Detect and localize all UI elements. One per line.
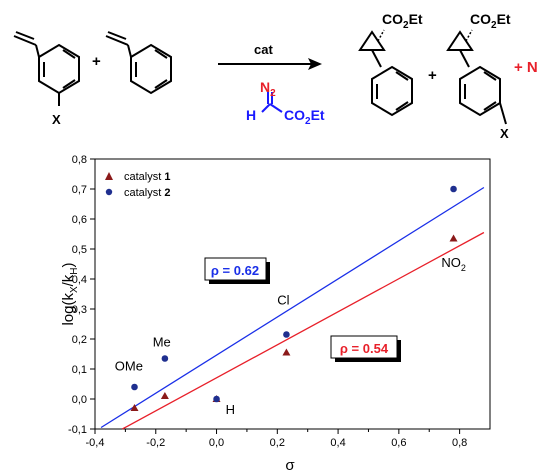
x-tick-label: -0,2 bbox=[146, 437, 165, 449]
y-tick-label: 0,4 bbox=[72, 274, 87, 286]
y-tick-label: 0,7 bbox=[72, 184, 87, 196]
y-axis: -0,1 0,0 0,1 0,2 0,3 0,4 0,5 0,6 0,7 0,8 bbox=[68, 154, 95, 436]
point-catalyst-1 bbox=[130, 404, 139, 411]
co2et-diazo-label: CO2Et bbox=[284, 107, 325, 127]
rho-box-catalyst-1: ρ = 0.54 bbox=[330, 335, 401, 362]
y-tick-label: 0,0 bbox=[72, 394, 87, 406]
annotation-no: NO2 bbox=[441, 255, 466, 273]
reactant-substituted-styrene bbox=[13, 31, 80, 106]
point-catalyst-2 bbox=[450, 185, 457, 193]
point-catalyst-1 bbox=[282, 348, 291, 356]
scheme-labels: X + cat N2 H CO2Et CO2Et + CO2Et X + N bbox=[52, 11, 538, 141]
product-substituted-cyclopropane bbox=[446, 29, 507, 125]
x-tick-label: 0,2 bbox=[270, 437, 285, 449]
plus-sign-1: + bbox=[92, 53, 101, 70]
trailing-n2: + N bbox=[514, 59, 538, 76]
annotation-me: Me bbox=[153, 335, 171, 350]
y-tick-label: 0,2 bbox=[72, 334, 87, 346]
annotation-h: H bbox=[226, 402, 235, 417]
y-tick-label: 0,5 bbox=[72, 244, 87, 256]
y-tick-label: 0,1 bbox=[72, 364, 87, 376]
annotation-ome: OMe bbox=[115, 359, 143, 374]
x-tick-label: -0,4 bbox=[86, 437, 105, 449]
product-2-ester-label: CO2Et bbox=[470, 11, 511, 31]
h-label: H bbox=[246, 107, 256, 123]
legend: catalyst 1 catalyst 2 bbox=[105, 171, 170, 199]
x-substituent-label: X bbox=[52, 112, 61, 127]
rho-value-catalyst-2: ρ = 0.62 bbox=[211, 263, 259, 278]
arrow-head bbox=[308, 58, 322, 70]
rho-box-catalyst-2: ρ = 0.62 bbox=[204, 257, 270, 284]
point-catalyst-2 bbox=[283, 331, 290, 338]
point-catalyst-1 bbox=[160, 392, 169, 399]
rho-value-catalyst-1: ρ = 0.54 bbox=[340, 341, 389, 356]
x-axis-label: σ bbox=[285, 457, 295, 472]
x-tick-label: 0,8 bbox=[452, 437, 467, 449]
data-points bbox=[130, 185, 458, 411]
annotation-cl: Cl bbox=[277, 293, 289, 308]
product-phenyl-cyclopropane bbox=[358, 29, 413, 117]
point-catalyst-1 bbox=[449, 234, 458, 242]
x-tick-label: 0,0 bbox=[209, 437, 224, 449]
n2-label: N2 bbox=[260, 79, 276, 99]
plus-sign-2: + bbox=[428, 67, 437, 84]
hammett-plot: -0,4 -0,2 0,0 0,2 0,4 0,6 0,8 -0,1 0,0 0,1 0,2 0,3… bbox=[60, 154, 491, 472]
product-x-label: X bbox=[500, 126, 509, 141]
x-tick-label: 0,6 bbox=[391, 437, 406, 449]
legend-label-catalyst-2: catalyst 2 bbox=[124, 187, 170, 199]
product-1-ester-label: CO2Et bbox=[382, 11, 423, 31]
plot-frame bbox=[94, 158, 491, 430]
reactant-styrene bbox=[105, 31, 172, 95]
x-tick-label: 0,4 bbox=[330, 437, 345, 449]
fit-lines bbox=[100, 186, 485, 430]
y-tick-label: -0,1 bbox=[68, 424, 87, 436]
legend-marker-catalyst-1 bbox=[105, 172, 113, 180]
y-tick-label: 0,3 bbox=[72, 304, 87, 316]
legend-label-catalyst-1: catalyst 1 bbox=[124, 171, 170, 183]
y-axis-label: log(kX/kH) bbox=[60, 262, 80, 325]
point-catalyst-2 bbox=[131, 383, 138, 391]
y-tick-label: 0,6 bbox=[72, 214, 87, 226]
ethyl-diazoacetate bbox=[261, 92, 283, 113]
substituent-annotations: OMe Me H Cl NO2 bbox=[115, 255, 466, 417]
legend-marker-catalyst-2 bbox=[105, 188, 113, 196]
reaction-scheme bbox=[13, 29, 507, 125]
y-tick-label: 0,8 bbox=[72, 154, 87, 166]
x-axis: -0,4 -0,2 0,0 0,2 0,4 0,6 0,8 bbox=[86, 429, 467, 449]
point-catalyst-2 bbox=[161, 355, 169, 362]
point-catalyst-2 bbox=[213, 395, 220, 403]
fit-line-1 bbox=[122, 231, 485, 430]
fit-line-2 bbox=[100, 186, 485, 429]
catalyst-label: cat bbox=[254, 42, 273, 57]
